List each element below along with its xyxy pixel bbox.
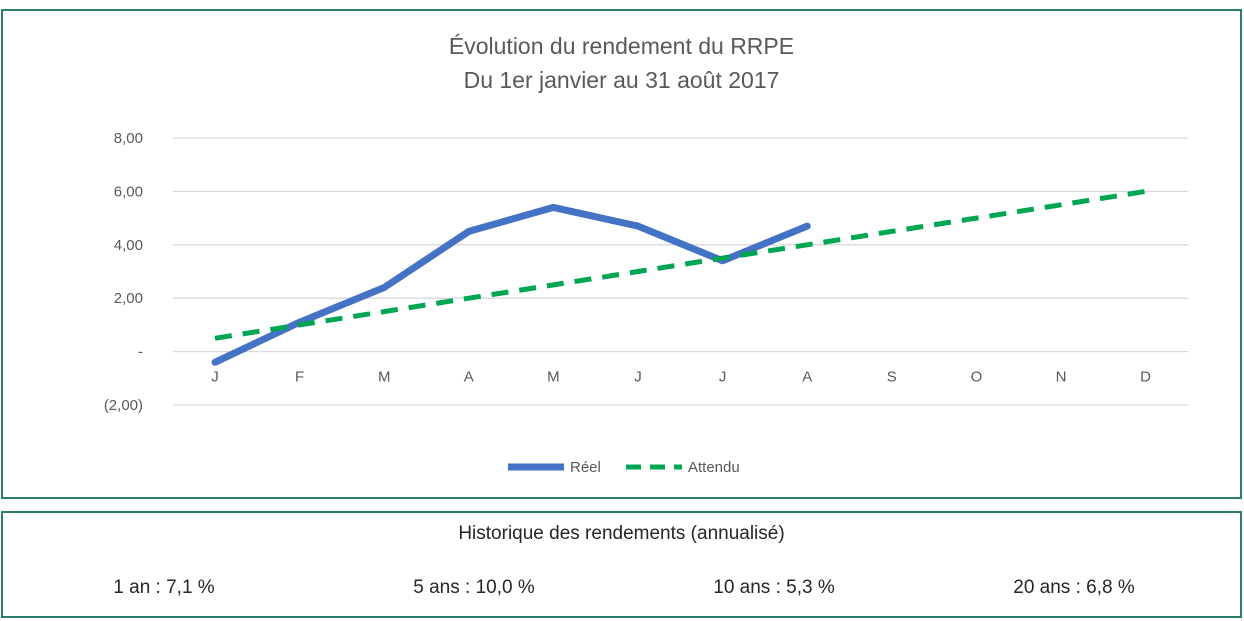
legend-label-1: Attendu [688, 459, 740, 476]
stat-5-years: 5 ans : 10,0 % [413, 577, 535, 598]
y-tick-label: 8,00 [114, 130, 143, 147]
chart-panel: Évolution du rendement du RRPE Du 1er ja… [1, 9, 1242, 499]
stat-20-years: 20 ans : 6,8 % [1013, 577, 1135, 598]
history-panel: Historique des rendements (annualisé) 1 … [1, 511, 1242, 618]
x-tick-label: D [1140, 369, 1151, 386]
series-line-0 [211, 203, 811, 366]
history-title: Historique des rendements (annualisé) [458, 523, 785, 544]
x-tick-label: J [634, 369, 642, 386]
line-chart: 8,00 6,00 4,00 2,00 - (2,00) J F M A M J J A S O N D Réel A… [104, 130, 1188, 476]
y-tick-label: 6,00 [114, 183, 143, 200]
y-tick-label: (2,00) [104, 397, 143, 414]
stat-10-years: 10 ans : 5,3 % [713, 577, 835, 598]
x-tick-label: O [971, 369, 983, 386]
legend-label-0: Réel [570, 459, 601, 476]
chart-title: Évolution du rendement du RRPE [448, 33, 795, 59]
stat-1-year: 1 an : 7,1 % [113, 577, 215, 598]
x-tick-label: F [295, 369, 304, 386]
x-tick-label: S [887, 369, 897, 386]
y-tick-label: - [138, 344, 143, 361]
x-tick-label: N [1056, 369, 1067, 386]
x-tick-label: A [802, 369, 812, 386]
series-line-1 [214, 188, 1146, 341]
x-tick-label: J [211, 369, 219, 386]
y-tick-label: 4,00 [114, 237, 143, 254]
x-tick-label: J [719, 369, 727, 386]
x-tick-label: M [378, 369, 391, 386]
x-tick-label: M [547, 369, 560, 386]
chart-subtitle: Du 1er janvier au 31 août 2017 [463, 67, 780, 93]
x-tick-label: A [464, 369, 474, 386]
y-tick-label: 2,00 [114, 290, 143, 307]
